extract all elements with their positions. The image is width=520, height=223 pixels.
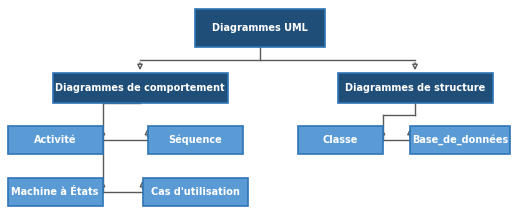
- FancyBboxPatch shape: [53, 73, 228, 103]
- Text: Machine à États: Machine à États: [11, 187, 99, 197]
- Text: Diagrammes de comportement: Diagrammes de comportement: [55, 83, 225, 93]
- Text: Diagrammes UML: Diagrammes UML: [212, 23, 308, 33]
- Text: Cas d'utilisation: Cas d'utilisation: [151, 187, 239, 197]
- FancyBboxPatch shape: [195, 9, 325, 47]
- FancyBboxPatch shape: [410, 126, 510, 154]
- Text: Classe: Classe: [322, 135, 358, 145]
- FancyBboxPatch shape: [297, 126, 383, 154]
- FancyBboxPatch shape: [142, 178, 248, 206]
- FancyBboxPatch shape: [7, 126, 102, 154]
- Text: Séquence: Séquence: [168, 135, 222, 145]
- Text: Activité: Activité: [34, 135, 76, 145]
- FancyBboxPatch shape: [7, 178, 102, 206]
- FancyBboxPatch shape: [337, 73, 492, 103]
- Text: Base_de_données: Base_de_données: [412, 135, 508, 145]
- Text: Diagrammes de structure: Diagrammes de structure: [345, 83, 485, 93]
- FancyBboxPatch shape: [148, 126, 242, 154]
